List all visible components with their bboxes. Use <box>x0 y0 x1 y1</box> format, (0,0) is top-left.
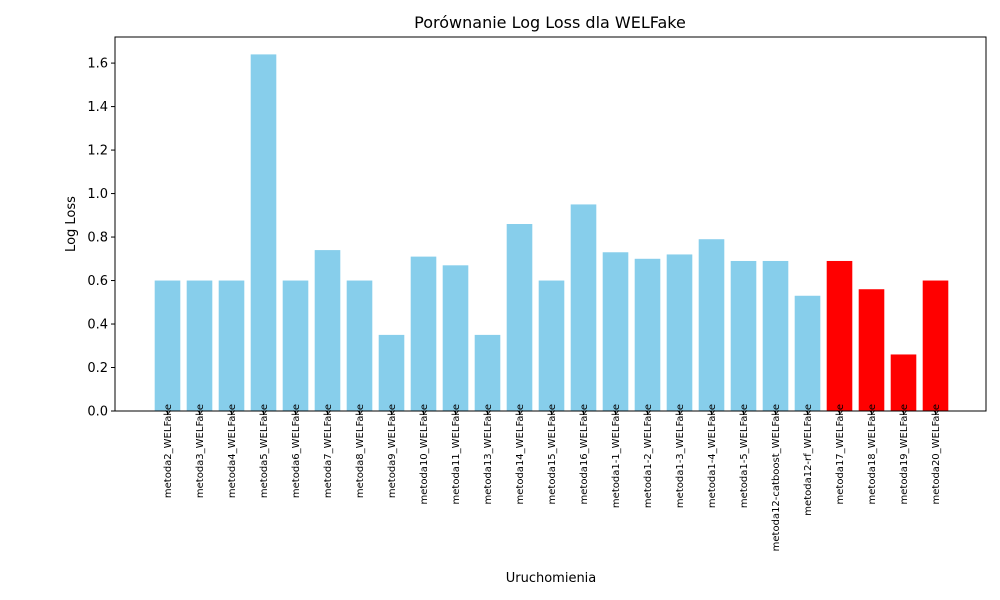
bar-metoda3_WELFake <box>186 280 213 411</box>
x-tick-label: metoda9_WELFake <box>387 404 398 498</box>
y-tick-label: 1.4 <box>87 100 108 115</box>
bar-metoda1-5_WELFake <box>730 260 757 411</box>
bar-metoda12-rf_WELFake <box>794 295 821 411</box>
bar-metoda1-1_WELFake <box>602 252 629 411</box>
y-tick-label: 0.8 <box>87 231 108 246</box>
y-tick-label: 1.2 <box>87 144 108 159</box>
x-tick-label: metoda17_WELFake <box>835 404 846 504</box>
x-tick-label: metoda1-1_WELFake <box>611 404 622 508</box>
bar-metoda5_WELFake <box>250 54 277 411</box>
bar-metoda17_WELFake <box>826 260 853 411</box>
x-tick-label: metoda4_WELFake <box>227 404 238 498</box>
bar-metoda14_WELFake <box>506 224 533 411</box>
bar-metoda1-2_WELFake <box>634 258 661 411</box>
x-tick-label: metoda1-4_WELFake <box>707 404 718 508</box>
x-tick-label: metoda16_WELFake <box>579 404 590 504</box>
bar-metoda20_WELFake <box>922 280 949 411</box>
x-tick-label: metoda8_WELFake <box>355 404 366 498</box>
x-tick-label: metoda19_WELFake <box>899 404 910 504</box>
bar-metoda7_WELFake <box>314 250 341 411</box>
bar-metoda13_WELFake <box>474 334 501 411</box>
y-tick-label: 0.0 <box>87 405 108 420</box>
bar-metoda1-3_WELFake <box>666 254 693 411</box>
x-axis-label: Uruchomienia <box>506 571 597 586</box>
x-tick-label: metoda10_WELFake <box>419 404 430 504</box>
x-tick-label: metoda5_WELFake <box>259 404 270 498</box>
bar-metoda6_WELFake <box>282 280 309 411</box>
y-tick-label: 0.6 <box>87 274 108 289</box>
y-axis-label: Log Loss <box>64 196 79 252</box>
bar-metoda15_WELFake <box>538 280 565 411</box>
x-tick-label: metoda12-rf_WELFake <box>803 404 814 516</box>
bars-group <box>154 54 949 411</box>
y-tick-label: 1.6 <box>87 57 108 72</box>
x-tick-label: metoda11_WELFake <box>451 404 462 504</box>
x-tick-label: metoda14_WELFake <box>515 404 526 504</box>
chart-title: Porównanie Log Loss dla WELFake <box>414 13 686 32</box>
x-tick-label: metoda3_WELFake <box>195 404 206 498</box>
x-tick-label: metoda1-5_WELFake <box>739 404 750 508</box>
x-tick-label: metoda7_WELFake <box>323 404 334 498</box>
bar-metoda2_WELFake <box>154 280 181 411</box>
y-tick-label: 0.4 <box>87 318 108 333</box>
y-tick-label: 0.2 <box>87 361 108 376</box>
x-tick-label: metoda18_WELFake <box>867 404 878 504</box>
bar-metoda4_WELFake <box>218 280 245 411</box>
bar-metoda8_WELFake <box>346 280 373 411</box>
bar-metoda18_WELFake <box>858 289 885 411</box>
bar-metoda1-4_WELFake <box>698 239 725 411</box>
x-tick-label: metoda13_WELFake <box>483 404 494 504</box>
x-tick-label: metoda1-2_WELFake <box>643 404 654 508</box>
x-tick-label: metoda6_WELFake <box>291 404 302 498</box>
x-tick-label: metoda20_WELFake <box>931 404 942 504</box>
bar-metoda11_WELFake <box>442 265 469 411</box>
x-tick-label: metoda2_WELFake <box>163 404 174 498</box>
plot-frame <box>114 36 987 412</box>
x-tick-label: metoda12-catboost_WELFake <box>771 404 782 551</box>
y-axis: 0.0 0.2 0.4 0.6 0.8 1.0 1.2 1.4 1.6 <box>87 57 115 420</box>
bar-metoda16_WELFake <box>570 204 597 411</box>
x-tick-label: metoda1-3_WELFake <box>675 404 686 508</box>
x-tick-label: metoda15_WELFake <box>547 404 558 504</box>
y-tick-label: 1.0 <box>87 187 108 202</box>
bar-metoda12-catboost_WELFake <box>762 260 789 411</box>
bar-metoda19_WELFake <box>890 354 917 411</box>
bar-metoda9_WELFake <box>378 334 405 411</box>
x-axis: metoda2_WELFake metoda3_WELFake metoda4_WE… <box>163 404 942 551</box>
bar-metoda10_WELFake <box>410 256 437 411</box>
